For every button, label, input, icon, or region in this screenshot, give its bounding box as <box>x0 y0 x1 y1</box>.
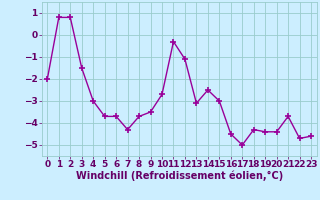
X-axis label: Windchill (Refroidissement éolien,°C): Windchill (Refroidissement éolien,°C) <box>76 171 283 181</box>
